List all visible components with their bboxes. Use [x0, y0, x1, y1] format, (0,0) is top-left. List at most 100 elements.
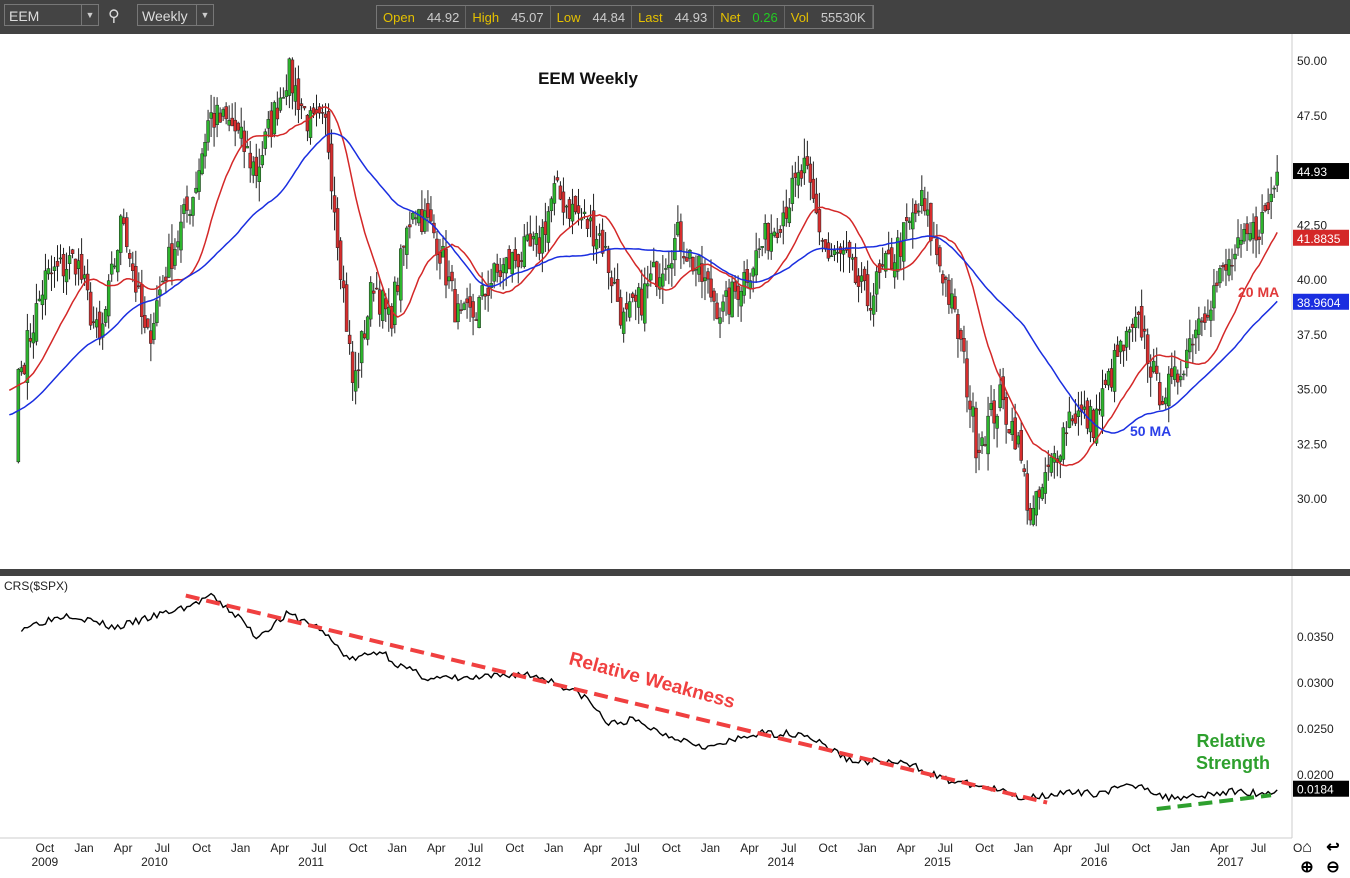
candle — [871, 295, 876, 315]
candle — [1239, 239, 1243, 245]
candle — [429, 209, 433, 222]
candle — [456, 303, 460, 323]
candle — [1182, 373, 1186, 376]
candle — [350, 351, 355, 383]
candle — [447, 276, 451, 282]
pane-splitter[interactable] — [0, 569, 1350, 576]
candle — [718, 317, 722, 324]
period-select[interactable]: Weekly ▼ — [137, 4, 214, 26]
symbol-input[interactable]: EEM ▼ — [4, 4, 99, 26]
price-tick: 32.50 — [1297, 437, 1327, 451]
candle — [826, 242, 831, 259]
candle — [16, 369, 21, 463]
ma20-line — [8, 106, 1278, 467]
candle — [998, 384, 1002, 408]
undo-icon[interactable]: ↩ — [1326, 839, 1339, 856]
x-month-label: Jan — [1171, 841, 1190, 855]
candle — [522, 236, 527, 268]
candle — [962, 337, 966, 352]
candle — [947, 279, 951, 305]
candle — [191, 197, 195, 216]
quote-net: Net 0.26 — [714, 6, 785, 28]
candle — [227, 120, 231, 126]
candle — [742, 272, 746, 296]
candle — [911, 212, 915, 230]
candle — [209, 112, 213, 119]
chevron-down-icon[interactable]: ▼ — [196, 5, 213, 25]
x-month-label: Apr — [897, 841, 916, 855]
x-month-label: Jan — [701, 841, 720, 855]
candle — [685, 257, 689, 262]
candle — [513, 249, 518, 261]
candle — [889, 247, 894, 270]
candle — [706, 271, 710, 280]
candle — [835, 252, 840, 254]
x-year-label: 2011 — [298, 855, 324, 869]
zoom-out-icon[interactable]: ⊖ — [1326, 859, 1339, 876]
candle — [531, 236, 536, 240]
candle — [959, 330, 963, 340]
candle — [335, 208, 340, 248]
x-month-label: Apr — [1210, 841, 1229, 855]
candle — [540, 227, 545, 254]
candle — [1136, 311, 1141, 315]
chart[interactable]: 50.00 47.50 42.50 40.00 37.50 35.00 32.50 30.00… — [0, 34, 1350, 878]
candle — [236, 122, 240, 131]
candle — [561, 191, 566, 213]
candle — [396, 285, 400, 292]
candle — [567, 199, 572, 219]
relative-strength-label-2: Strength — [1196, 753, 1270, 773]
candle — [507, 249, 511, 270]
candle — [727, 287, 731, 315]
candle — [1118, 340, 1123, 353]
ma50-line — [9, 132, 1278, 434]
candle — [287, 58, 292, 96]
candle — [79, 253, 84, 280]
candle — [341, 280, 346, 289]
candle — [1142, 328, 1147, 332]
x-month-label: O — [1293, 841, 1302, 855]
x-month-label: Apr — [584, 841, 603, 855]
x-month-label: Jul — [781, 841, 796, 855]
candle — [215, 104, 219, 125]
candle — [603, 246, 608, 248]
x-year-label: 2010 — [141, 855, 168, 869]
price-tick: 35.00 — [1297, 383, 1327, 397]
x-month-label: Jan — [544, 841, 563, 855]
candle — [254, 156, 259, 176]
candle — [218, 112, 222, 123]
candle — [450, 271, 454, 282]
candle — [302, 106, 307, 109]
candle — [1209, 309, 1213, 321]
candle — [781, 212, 786, 227]
candle — [880, 264, 885, 267]
candle — [938, 247, 942, 267]
x-year-label: 2016 — [1081, 855, 1108, 869]
quote-value: 44.93 — [674, 10, 708, 25]
candle — [670, 263, 674, 269]
chevron-down-icon[interactable]: ▼ — [81, 5, 98, 25]
candle — [52, 266, 57, 271]
candle — [224, 106, 228, 120]
candle — [278, 97, 283, 111]
crs-tick: 0.0350 — [1297, 630, 1334, 644]
candle — [926, 209, 930, 216]
quote-value: 55530K — [820, 10, 866, 25]
candle — [305, 114, 310, 132]
zoom-in-icon[interactable]: ⊕ — [1300, 859, 1313, 876]
candle — [125, 217, 129, 247]
candle — [883, 253, 888, 272]
candle — [58, 257, 63, 260]
candle — [368, 282, 373, 320]
candle — [817, 209, 822, 233]
quote-value: 0.26 — [752, 10, 778, 25]
search-icon[interactable]: ⚲ — [108, 8, 120, 25]
candle — [1163, 397, 1168, 405]
x-year-label: 2009 — [31, 855, 58, 869]
candle — [1200, 320, 1204, 323]
candle — [971, 406, 975, 417]
crs-title: CRS($SPX) — [4, 579, 68, 593]
candle — [245, 146, 249, 149]
home-icon[interactable]: ⌂ — [1302, 839, 1312, 856]
candle — [155, 300, 159, 323]
